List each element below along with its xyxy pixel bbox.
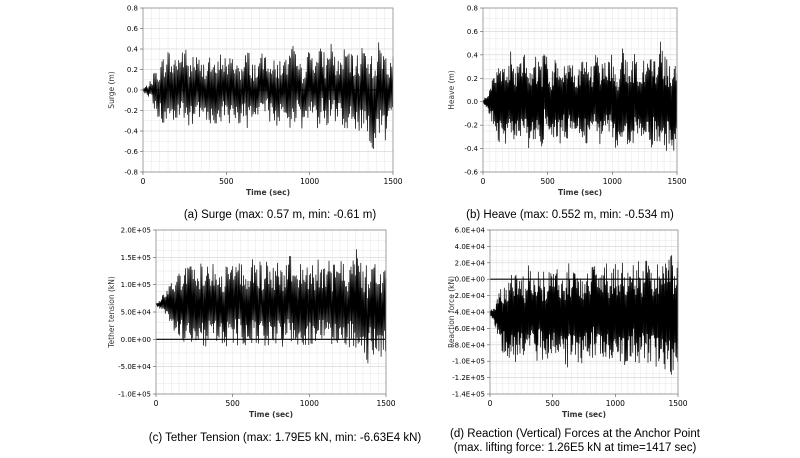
reaction-force-chart-panel: -1.4E+05 -1.2E+05 -1.0E+05 -8.0E+04 -6.0E+04… — [440, 222, 730, 439]
y-tick-label: 0.6 — [127, 25, 139, 33]
y-tick-label: 0.0 — [127, 87, 138, 95]
x-tick-label: 1500 — [668, 399, 687, 408]
x-tick-label: 1500 — [667, 177, 686, 186]
y-tick-label: 0.2 — [467, 75, 478, 83]
surge-caption: (a) Surge (max: 0.57 m, min: -0.61 m) — [183, 209, 377, 221]
tether-tension-caption: (c) Tether Tension (max: 1.79E5 kN, min:… — [148, 432, 422, 444]
x-tick-label: 1500 — [376, 399, 395, 408]
y-tick-label: 6.0E+04 — [455, 227, 486, 235]
y-axis-label: Tether tension (kN) — [107, 276, 116, 349]
y-axis-label: Surge (m) — [107, 71, 116, 108]
y-tick-label: -0.4 — [464, 145, 478, 153]
x-tick-label: 0 — [488, 399, 493, 408]
y-tick-label: -4.0E+04 — [452, 309, 485, 317]
y-tick-label: 0.8 — [127, 5, 138, 13]
reaction-force-chart: -1.4E+05 -1.2E+05 -1.0E+05 -8.0E+04 -6.0E+04… — [447, 227, 688, 420]
y-tick-label: 1.5E+05 — [121, 254, 151, 262]
reaction-force-caption-line-1: (d) Reaction (Vertical) Forces at the An… — [450, 428, 700, 440]
y-tick-label: -8.0E+04 — [452, 341, 485, 349]
time-series-line — [142, 42, 394, 150]
x-axis-label: Time (sec) — [246, 188, 290, 197]
y-tick-label: 1.0E+05 — [121, 281, 151, 289]
plot-frame — [482, 7, 678, 173]
y-tick-label: -1.2E+05 — [452, 374, 485, 382]
surge-chart: -0.8 -0.6 -0.4 -0.2 0.0 0.2 0.4 0.6 0.8 0 500 1000 1… — [107, 5, 403, 198]
y-tick-label: -0.2 — [124, 107, 138, 115]
y-axis-label: Reaction force (kN) — [447, 276, 456, 348]
x-tick-label: 500 — [226, 399, 241, 408]
x-tick-label: 1000 — [606, 399, 625, 408]
y-tick-label: -0.2 — [464, 122, 478, 130]
heave-chart: -0.6 -0.4 -0.2 0.0 0.2 0.4 0.6 0.8 0 500 1000 1500 T… — [447, 5, 687, 198]
x-tick-label: 1000 — [603, 177, 622, 186]
y-tick-label: -6.0E+04 — [452, 325, 485, 333]
x-tick-label: 500 — [541, 177, 556, 186]
heave-caption: (b) Heave (max: 0.552 m, min: -0.534 m) — [466, 209, 674, 221]
x-tick-label: 0 — [481, 177, 486, 186]
y-tick-label: -0.8 — [124, 169, 138, 177]
x-axis-label: Time (sec) — [249, 410, 293, 419]
y-tick-label: 0.4 — [467, 51, 479, 59]
x-tick-label: 1500 — [383, 177, 402, 186]
y-tick-label: 0.0E+00 — [455, 276, 485, 284]
y-tick-label: -0.6 — [464, 169, 478, 177]
y-tick-label: 0.0 — [467, 98, 478, 106]
y-tick-label: -0.6 — [124, 148, 138, 156]
tether-tension-chart: -1.0E+05 -5.0E+04 0.0E+00 5.0E+04 1.0E+05 1.5… — [107, 227, 396, 420]
time-series-line — [155, 249, 387, 364]
y-tick-label: 4.0E+04 — [455, 243, 486, 251]
y-tick-label: 0.8 — [467, 5, 478, 13]
surge-chart-panel: -0.8 -0.6 -0.4 -0.2 0.0 0.2 0.4 0.6 0.8 0 500 1000 1… — [100, 0, 450, 217]
y-tick-label: 0.2 — [127, 66, 138, 74]
heave-chart-panel: -0.6 -0.4 -0.2 0.0 0.2 0.4 0.6 0.8 0 500 1000 1500 T… — [440, 0, 730, 217]
reaction-force-caption-line-2: (max. lifting force: 1.26E5 kN at time=1… — [453, 442, 697, 454]
x-tick-label: 0 — [154, 399, 159, 408]
y-tick-label: 5.0E+04 — [121, 309, 152, 317]
y-tick-label: -2.0E+04 — [452, 292, 485, 300]
x-tick-label: 500 — [546, 399, 561, 408]
y-tick-label: -1.4E+05 — [452, 391, 485, 399]
x-tick-label: 1000 — [300, 177, 319, 186]
y-tick-label: -0.4 — [124, 128, 138, 136]
y-tick-label: -1.0E+05 — [452, 358, 485, 366]
y-tick-label: 0.4 — [127, 46, 139, 54]
y-tick-label: -1.0E+05 — [118, 391, 151, 399]
y-tick-label: 0.0E+00 — [121, 336, 151, 344]
x-tick-label: 500 — [219, 177, 234, 186]
time-series-line — [482, 41, 678, 151]
y-tick-label: -5.0E+04 — [118, 363, 151, 371]
x-tick-label: 1000 — [300, 399, 319, 408]
time-series-line — [489, 255, 679, 375]
y-tick-label: 0.6 — [467, 28, 479, 36]
tether-tension-chart-panel: -1.0E+05 -5.0E+04 0.0E+00 5.0E+04 1.0E+05 1.5… — [100, 222, 450, 439]
y-tick-label: 2.0E+05 — [121, 227, 151, 235]
x-axis-label: Time (sec) — [558, 188, 602, 197]
x-tick-label: 0 — [141, 177, 146, 186]
y-axis-label: Heave (m) — [447, 70, 456, 110]
x-axis-label: Time (sec) — [562, 410, 606, 419]
y-tick-label: 2.0E+04 — [455, 259, 486, 267]
